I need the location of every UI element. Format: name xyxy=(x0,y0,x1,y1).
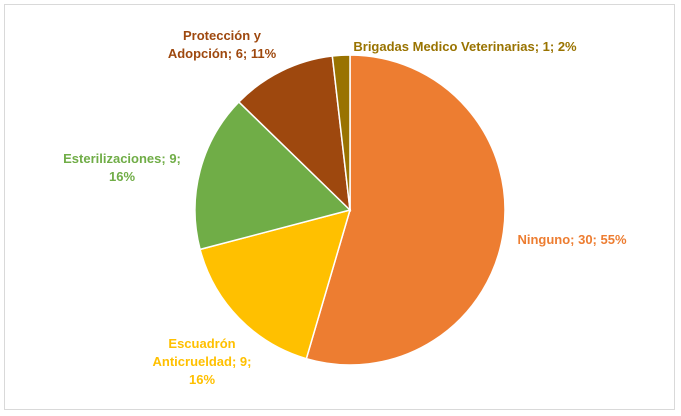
pie-slice xyxy=(199,208,352,360)
chart-border xyxy=(4,4,675,410)
pie-slice xyxy=(194,100,352,251)
data-label: Protección y Adopción; 6; 11% xyxy=(167,28,277,61)
pie-slice xyxy=(305,54,506,366)
data-label: Esterilizaciones; 9; 16% xyxy=(63,151,181,184)
data-label: Brigadas Medico Veterinarias; 1; 2% xyxy=(353,39,577,54)
data-label: Escuadrón Anticrueldad; 9; 16% xyxy=(152,336,252,387)
pie-slice xyxy=(331,54,351,211)
data-label: Ninguno; 30; 55% xyxy=(517,232,627,247)
pie-slice xyxy=(237,55,351,213)
